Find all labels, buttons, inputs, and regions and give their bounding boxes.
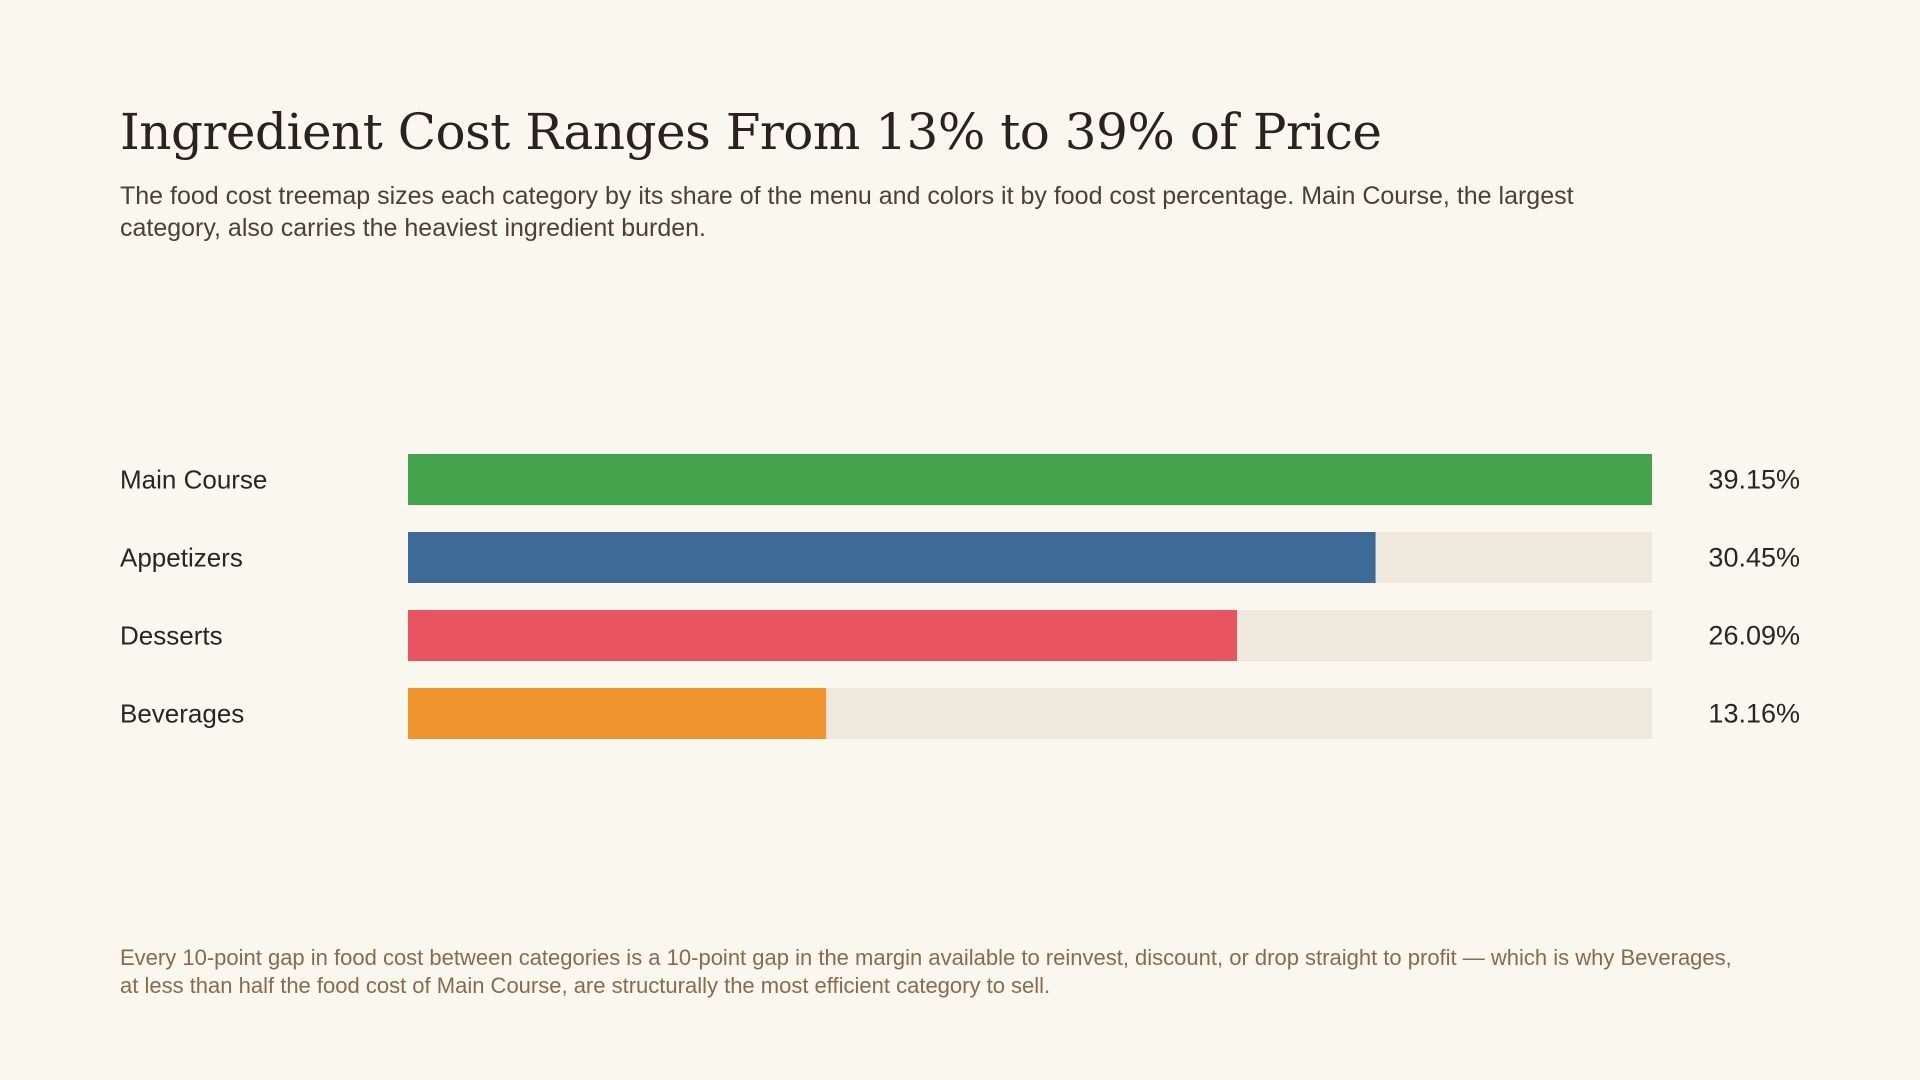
bar-row-desserts: Desserts 26.09% bbox=[120, 610, 1800, 661]
page-title: Ingredient Cost Ranges From 13% to 39% o… bbox=[120, 103, 1382, 161]
value-label: 13.16% bbox=[1708, 699, 1800, 729]
bar-beverages bbox=[408, 688, 827, 739]
bar-row-beverages: Beverages 13.16% bbox=[120, 688, 1800, 739]
page-subtitle: The food cost treemap sizes each categor… bbox=[120, 182, 1574, 242]
bar-row-appetizers: Appetizers 30.45% bbox=[120, 532, 1800, 583]
footnote: Every 10-point gap in food cost between … bbox=[120, 945, 1732, 998]
category-label: Beverages bbox=[120, 699, 244, 729]
value-label: 30.45% bbox=[1708, 543, 1800, 573]
category-label: Appetizers bbox=[120, 543, 243, 573]
value-label: 26.09% bbox=[1708, 621, 1800, 651]
bar-appetizers bbox=[408, 532, 1376, 583]
bar-desserts bbox=[408, 610, 1238, 661]
bar-main-course bbox=[408, 454, 1652, 505]
value-label: 39.15% bbox=[1708, 465, 1800, 495]
category-label: Desserts bbox=[120, 621, 223, 651]
category-label: Main Course bbox=[120, 465, 267, 495]
bar-row-main-course: Main Course 39.15% bbox=[120, 454, 1800, 505]
